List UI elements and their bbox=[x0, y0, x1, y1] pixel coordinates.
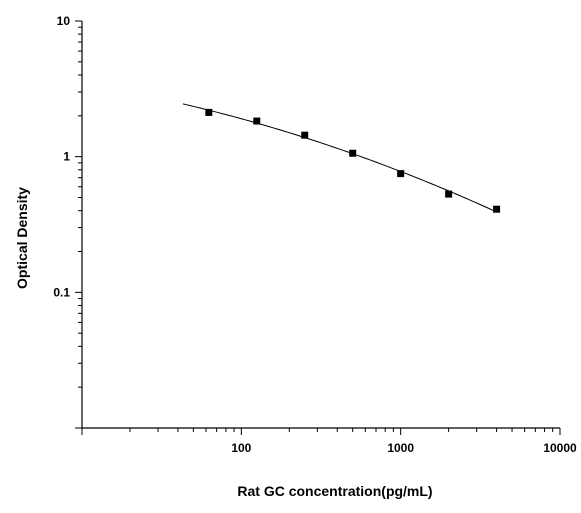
y-tick-label: 10 bbox=[57, 14, 71, 28]
y-axis-label: Optical Density bbox=[14, 187, 30, 289]
y-tick-label: 1 bbox=[63, 150, 70, 164]
tick-labels: 100 1000 10000 0.1 1 10 bbox=[53, 14, 577, 455]
data-points bbox=[205, 108, 501, 213]
fit-curve bbox=[182, 103, 497, 213]
x-tick-label: 10000 bbox=[543, 441, 577, 455]
x-tick-label: 100 bbox=[231, 441, 251, 455]
axes bbox=[81, 21, 560, 429]
data-point bbox=[205, 108, 213, 116]
y-tick-label: 0.1 bbox=[53, 285, 70, 299]
x-tick-label: 1000 bbox=[387, 441, 414, 455]
data-point bbox=[349, 149, 357, 157]
data-point bbox=[253, 117, 261, 125]
data-point bbox=[301, 131, 309, 139]
x-axis-label: Rat GC concentration(pg/mL) bbox=[237, 483, 432, 499]
tick-marks bbox=[75, 20, 561, 435]
data-point bbox=[445, 190, 453, 198]
data-point bbox=[397, 170, 405, 178]
data-point bbox=[493, 205, 501, 213]
